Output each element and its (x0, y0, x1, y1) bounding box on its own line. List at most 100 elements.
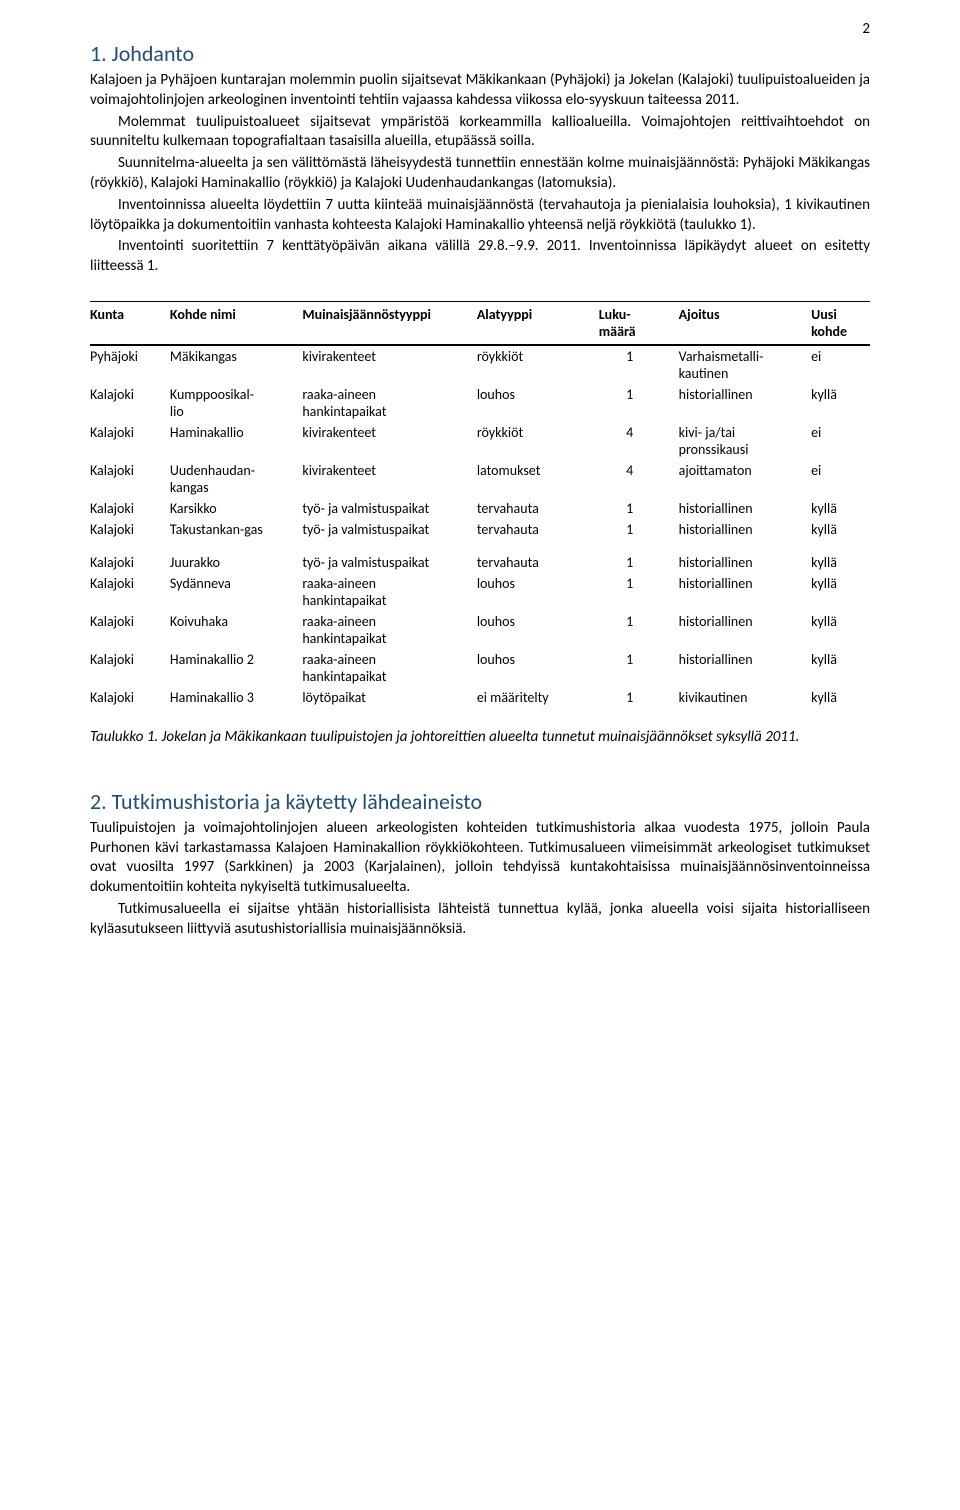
section1-p1: Kalajoen ja Pyhäjoen kuntarajan molemmin… (90, 71, 870, 111)
table-cell: kyllä (811, 519, 870, 540)
table-caption: Taulukko 1. Jokelan ja Mäkikankaan tuuli… (90, 728, 870, 748)
table-cell: ei (811, 345, 870, 384)
table-cell: historiallinen (679, 649, 811, 687)
th-kunta: Kunta (90, 301, 170, 345)
table-cell: tervahauta (477, 498, 599, 519)
table-cell: työ- ja valmistuspaikat (302, 519, 477, 540)
table-row: KalajokiSydännevaraaka-aineenhankintapai… (90, 573, 870, 611)
table-cell: Kalajoki (90, 687, 170, 708)
table-cell: louhos (477, 611, 599, 649)
table-cell: Juurakko (170, 540, 302, 573)
section1-p2: Molemmat tuulipuistoalueet sijaitsevat y… (90, 113, 870, 153)
table-cell: latomukset (477, 460, 599, 498)
table-cell: Kalajoki (90, 460, 170, 498)
table-cell: historiallinen (679, 611, 811, 649)
table-row: KalajokiKoivuhakaraaka-aineenhankintapai… (90, 611, 870, 649)
table-cell: Koivuhaka (170, 611, 302, 649)
table-cell: Kalajoki (90, 384, 170, 422)
section2-p1: Tuulipuistojen ja voimajohtolinjojen alu… (90, 819, 870, 898)
table-cell: röykkiöt (477, 345, 599, 384)
table-row: KalajokiUudenhaudan-kangaskivirakenteetl… (90, 460, 870, 498)
table-cell: raaka-aineenhankintapaikat (302, 611, 477, 649)
table-cell: raaka-aineenhankintapaikat (302, 573, 477, 611)
table-cell: ei (811, 460, 870, 498)
table-cell: 1 (599, 540, 679, 573)
table-cell: kivikautinen (679, 687, 811, 708)
th-uusi: Uusikohde (811, 301, 870, 345)
table-cell: Varhaismetalli-kautinen (679, 345, 811, 384)
th-tyyppi: Muinaisjäännöstyyppi (302, 301, 477, 345)
table-cell: ei (811, 422, 870, 460)
table-row: KalajokiTakustankan-gastyö- ja valmistus… (90, 519, 870, 540)
table-cell: Takustankan-gas (170, 519, 302, 540)
table-cell: kivirakenteet (302, 422, 477, 460)
table-cell: Kalajoki (90, 649, 170, 687)
table-cell: ajoittamaton (679, 460, 811, 498)
table-cell: tervahauta (477, 540, 599, 573)
table-cell: louhos (477, 649, 599, 687)
table-cell: louhos (477, 384, 599, 422)
table-cell: työ- ja valmistuspaikat (302, 498, 477, 519)
th-alatyyppi: Alatyyppi (477, 301, 599, 345)
th-luku: Luku-määrä (599, 301, 679, 345)
table-cell: historiallinen (679, 519, 811, 540)
table-cell: raaka-aineenhankintapaikat (302, 384, 477, 422)
table-row: KalajokiHaminakalliokivirakenteetröykkiö… (90, 422, 870, 460)
table-cell: Haminakallio (170, 422, 302, 460)
table-cell: 4 (599, 460, 679, 498)
table-row: PyhäjokiMäkikangaskivirakenteetröykkiöt1… (90, 345, 870, 384)
table-cell: tervahauta (477, 519, 599, 540)
table-cell: löytöpaikat (302, 687, 477, 708)
table-row: KalajokiHaminakallio 3löytöpaikatei määr… (90, 687, 870, 708)
table-cell: Pyhäjoki (90, 345, 170, 384)
table-cell: 1 (599, 519, 679, 540)
table-row: KalajokiKumppoosikal-lioraaka-aineenhank… (90, 384, 870, 422)
table-cell: kyllä (811, 687, 870, 708)
table-cell: kyllä (811, 498, 870, 519)
section1-p4: Inventoinnissa alueelta löydettiin 7 uut… (90, 196, 870, 236)
table-header-row: Kunta Kohde nimi Muinaisjäännöstyyppi Al… (90, 301, 870, 345)
table-cell: Haminakallio 3 (170, 687, 302, 708)
page-number: 2 (862, 20, 870, 38)
table-cell: 1 (599, 611, 679, 649)
table-cell: kyllä (811, 649, 870, 687)
table-cell: Kalajoki (90, 422, 170, 460)
table-cell: Karsikko (170, 498, 302, 519)
table-cell: kivi- ja/taipronssikausi (679, 422, 811, 460)
table-cell: 1 (599, 384, 679, 422)
table-cell: Kalajoki (90, 540, 170, 573)
section2-p2: Tutkimusalueella ei sijaitse yhtään hist… (90, 900, 870, 940)
table-cell: 1 (599, 573, 679, 611)
section2-heading: 2. Tutkimushistoria ja käytetty lähdeain… (90, 788, 870, 815)
table-cell: Uudenhaudan-kangas (170, 460, 302, 498)
table-row: KalajokiHaminakallio 2raaka-aineenhankin… (90, 649, 870, 687)
table-cell: 1 (599, 345, 679, 384)
section1-p5: Inventointi suoritettiin 7 kenttätyöpäiv… (90, 237, 870, 277)
table-cell: Kalajoki (90, 573, 170, 611)
th-ajoitus: Ajoitus (679, 301, 811, 345)
page: 2 1. Johdanto Kalajoen ja Pyhäjoen kunta… (0, 0, 960, 1510)
artifact-table: Kunta Kohde nimi Muinaisjäännöstyyppi Al… (90, 301, 870, 708)
table-cell: Kalajoki (90, 519, 170, 540)
table-cell: kyllä (811, 611, 870, 649)
table-cell: historiallinen (679, 498, 811, 519)
table-row: KalajokiKarsikkotyö- ja valmistuspaikatt… (90, 498, 870, 519)
table-cell: historiallinen (679, 573, 811, 611)
table-cell: 1 (599, 498, 679, 519)
table-cell: Mäkikangas (170, 345, 302, 384)
th-kohde: Kohde nimi (170, 301, 302, 345)
table-cell: 1 (599, 649, 679, 687)
table-cell: Haminakallio 2 (170, 649, 302, 687)
section1-heading: 1. Johdanto (90, 40, 870, 67)
table-row: KalajokiJuurakkotyö- ja valmistuspaikatt… (90, 540, 870, 573)
section1-p3: Suunnitelma-alueelta ja sen välittömästä… (90, 154, 870, 194)
table-cell: Sydänneva (170, 573, 302, 611)
table-cell: 1 (599, 687, 679, 708)
table-cell: historiallinen (679, 384, 811, 422)
table-cell: röykkiöt (477, 422, 599, 460)
table-cell: Kalajoki (90, 611, 170, 649)
table-cell: työ- ja valmistuspaikat (302, 540, 477, 573)
table-cell: Kumppoosikal-lio (170, 384, 302, 422)
table-cell: Kalajoki (90, 498, 170, 519)
table-cell: 4 (599, 422, 679, 460)
